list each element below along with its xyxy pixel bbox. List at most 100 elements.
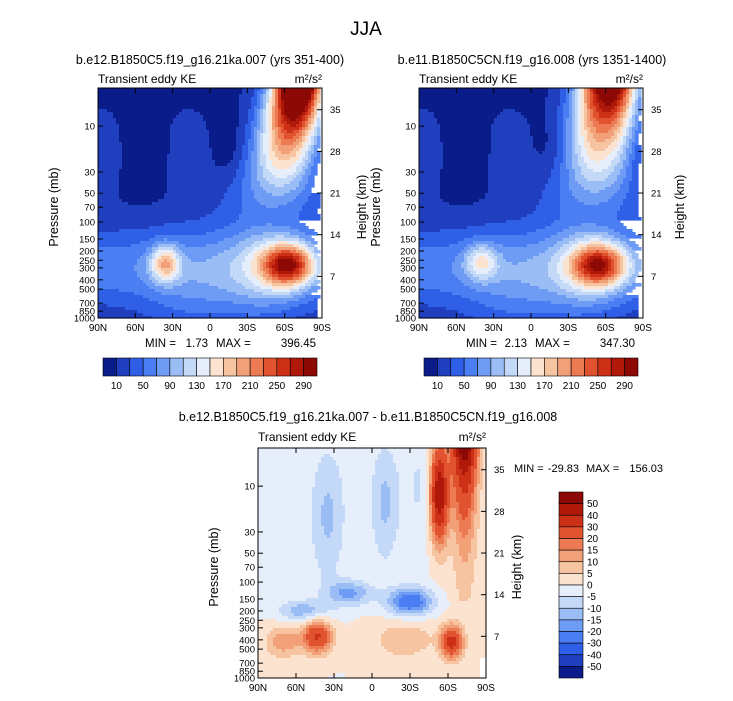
contour-cell [444, 532, 448, 536]
contour-cell [119, 181, 168, 185]
contour-cell [239, 253, 249, 257]
contour-cell [321, 517, 334, 521]
contour-cell [506, 220, 555, 224]
contour-cell [623, 274, 630, 278]
contour-cell [236, 139, 246, 143]
contour-cell [629, 127, 633, 131]
contour-cell [471, 541, 478, 545]
contour-cell [596, 106, 600, 110]
contour-cell [309, 628, 325, 632]
contour-cell [275, 250, 282, 254]
contour-cell [626, 121, 630, 125]
contour-cell [308, 250, 312, 254]
contour-cell [458, 241, 474, 245]
contour-cell [360, 598, 388, 602]
contour-cell [399, 508, 427, 512]
contour-cell [419, 97, 546, 101]
contour-cell [378, 601, 388, 605]
contour-cell [333, 526, 343, 530]
contour-cell [419, 103, 546, 107]
contour-cell [473, 316, 618, 319]
contour-cell [605, 148, 615, 152]
contour-cell [581, 127, 585, 131]
contour-cell [456, 511, 460, 515]
contour-cell [611, 307, 639, 311]
contour-cell [539, 202, 561, 206]
contour-cell [626, 94, 630, 98]
contour-cell [477, 448, 481, 452]
contour-cell [324, 496, 331, 500]
contour-cell [635, 268, 642, 272]
contour-cell [419, 313, 465, 317]
contour-cell [272, 289, 291, 293]
contour-cell [387, 598, 394, 602]
contour-cell [468, 487, 475, 491]
contour-cell [315, 547, 343, 551]
contour-cell [173, 277, 180, 281]
contour-cell [170, 148, 213, 152]
contour-cell [411, 607, 424, 611]
colorbar-swatch [558, 514, 584, 528]
contour-cell [432, 541, 439, 545]
contour-cell [629, 133, 633, 137]
contour-cell [435, 631, 442, 635]
contour-cell [620, 253, 624, 257]
contour-cell [578, 160, 585, 164]
contour-cell [149, 265, 153, 269]
contour-cell [438, 634, 442, 638]
contour-cell [272, 94, 276, 98]
contour-cell [476, 262, 489, 266]
contour-cell [620, 109, 624, 113]
contour-cell [263, 88, 267, 92]
contour-cell [248, 145, 255, 149]
contour-cell [258, 568, 322, 572]
contour-cell [414, 499, 421, 503]
contour-cell [581, 271, 585, 275]
contour-cell [426, 472, 430, 476]
contour-cell [477, 502, 481, 506]
contour-cell [623, 109, 627, 113]
contour-cell [477, 553, 487, 557]
contour-cell [287, 175, 297, 179]
units-label: m²/s² [295, 72, 322, 86]
contour-cell [275, 130, 279, 134]
contour-cell [263, 247, 270, 251]
contour-cell [251, 259, 258, 263]
contour-cell [581, 259, 585, 263]
contour-cell [632, 166, 639, 170]
contour-cell [426, 451, 430, 455]
contour-cell [314, 163, 318, 167]
contour-cell [539, 199, 561, 203]
contour-cell [560, 88, 567, 92]
contour-cell [372, 487, 382, 491]
colorbar-swatch [558, 538, 584, 551]
contour-cell [635, 262, 642, 266]
contour-cell [623, 262, 627, 266]
units-label: m²/s² [616, 72, 643, 86]
x-tick-label: 60S [597, 323, 615, 334]
contour-cell [578, 127, 582, 131]
contour-cell [282, 604, 298, 608]
contour-cell [312, 508, 322, 512]
contour-cell [608, 253, 615, 257]
contour-cell [429, 559, 436, 563]
contour-cell [420, 649, 436, 653]
contour-cell [551, 169, 561, 173]
contour-cell [602, 109, 612, 113]
contour-cell [149, 268, 153, 272]
contour-cell [480, 499, 487, 503]
contour-cell [515, 109, 546, 113]
colorbar-label: 50 [138, 381, 150, 392]
contour-cell [426, 532, 430, 536]
contour-cell [566, 274, 573, 278]
y2-tick-label: 7 [330, 272, 335, 283]
contour-cell [279, 610, 292, 614]
contour-cell [315, 607, 340, 611]
contour-cell [321, 586, 331, 590]
contour-cell [581, 133, 588, 137]
contour-cell [632, 124, 636, 128]
contour-cell [480, 676, 487, 679]
contour-cell [419, 304, 429, 308]
contour-cell [617, 118, 621, 122]
contour-cell [429, 643, 433, 647]
